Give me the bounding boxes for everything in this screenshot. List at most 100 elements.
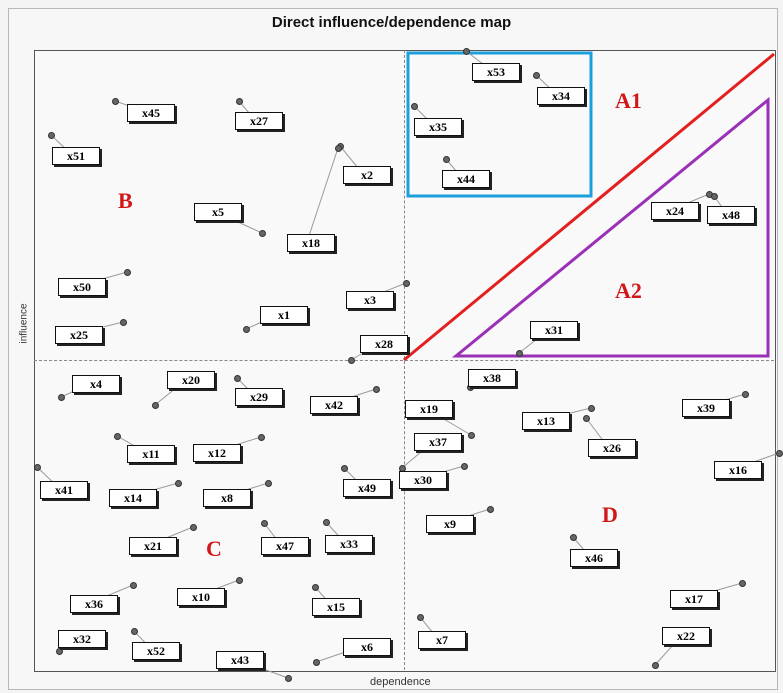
node-label-x37: x37 (414, 433, 462, 451)
node-point-x32 (56, 648, 63, 655)
node-label-x21: x21 (129, 537, 177, 555)
node-label-x26: x26 (588, 439, 636, 457)
node-point-x8 (265, 480, 272, 487)
node-point-x22 (652, 662, 659, 669)
region-label-c: C (206, 536, 222, 561)
node-label-x32: x32 (58, 630, 106, 648)
node-label-x34: x34 (537, 87, 585, 105)
node-label-x6: x6 (343, 638, 391, 656)
node-point-x17 (739, 580, 746, 587)
node-label-x51: x51 (52, 147, 100, 165)
node-label-x47: x47 (261, 537, 309, 555)
node-label-x44: x44 (442, 170, 490, 188)
node-label-x38: x38 (468, 369, 516, 387)
node-label-x48: x48 (707, 206, 755, 224)
node-label-x28: x28 (360, 335, 408, 353)
a1-highlight-box (406, 51, 593, 198)
node-label-x52: x52 (132, 642, 180, 660)
node-label-x18: x18 (287, 234, 335, 252)
node-point-x44 (443, 156, 450, 163)
node-point-x16 (776, 450, 783, 457)
node-point-x28 (348, 357, 355, 364)
node-label-x35: x35 (414, 118, 462, 136)
node-point-x43 (285, 675, 292, 682)
node-label-x43: x43 (216, 651, 264, 669)
node-label-x22: x22 (662, 627, 710, 645)
node-point-x35 (411, 103, 418, 110)
node-point-x5 (259, 230, 266, 237)
region-label-a1: A1 (615, 88, 642, 113)
node-point-x36 (130, 582, 137, 589)
node-point-x33 (323, 519, 330, 526)
node-label-x13: x13 (522, 412, 570, 430)
node-point-x39 (742, 391, 749, 398)
node-label-x3: x3 (346, 291, 394, 309)
region-label-a2: A2 (615, 278, 642, 303)
node-label-x53: x53 (472, 63, 520, 81)
node-point-x31 (516, 350, 523, 357)
node-point-x26 (583, 415, 590, 422)
node-point-x52 (131, 628, 138, 635)
node-label-x2: x2 (343, 166, 391, 184)
node-point-x6 (313, 659, 320, 666)
node-label-x1: x1 (260, 306, 308, 324)
node-point-x53 (463, 48, 470, 55)
node-label-x33: x33 (325, 535, 373, 553)
node-point-x7 (417, 614, 424, 621)
horizontal-divider (34, 360, 774, 361)
node-point-x45 (112, 98, 119, 105)
node-point-x46 (570, 534, 577, 541)
node-point-x20 (152, 402, 159, 409)
node-point-x3 (403, 280, 410, 287)
node-point-x42 (373, 386, 380, 393)
a2-triangle (451, 96, 770, 358)
node-point-x4 (58, 394, 65, 401)
node-point-x49 (341, 465, 348, 472)
a1-diagonal-line (403, 52, 775, 362)
node-label-x7: x7 (418, 631, 466, 649)
node-label-x46: x46 (570, 549, 618, 567)
node-label-x5: x5 (194, 203, 242, 221)
node-label-x19: x19 (405, 400, 453, 418)
node-point-x50 (124, 269, 131, 276)
node-point-x25 (120, 319, 127, 326)
node-point-x9 (487, 506, 494, 513)
node-point-x27 (236, 98, 243, 105)
node-label-x42: x42 (310, 396, 358, 414)
node-point-x51 (48, 132, 55, 139)
node-point-x1 (243, 326, 250, 333)
node-label-x20: x20 (167, 371, 215, 389)
node-label-x30: x30 (399, 471, 447, 489)
node-label-x41: x41 (40, 481, 88, 499)
map-title: Direct influence/dependence map (271, 14, 512, 31)
node-label-x39: x39 (682, 399, 730, 417)
node-point-x34 (533, 72, 540, 79)
node-label-x27: x27 (235, 112, 283, 130)
node-point-x14 (175, 480, 182, 487)
node-label-x31: x31 (530, 321, 578, 339)
node-point-x13 (588, 405, 595, 412)
node-label-x29: x29 (235, 388, 283, 406)
node-connector-x18 (306, 147, 339, 243)
node-point-x48 (711, 193, 718, 200)
node-label-x15: x15 (312, 598, 360, 616)
node-label-x9: x9 (426, 515, 474, 533)
node-label-x11: x11 (127, 445, 175, 463)
node-point-x21 (190, 524, 197, 531)
region-label-b: B (118, 188, 133, 213)
node-label-x24: x24 (651, 202, 699, 220)
node-point-x12 (258, 434, 265, 441)
node-point-x18 (335, 145, 342, 152)
node-label-x50: x50 (58, 278, 106, 296)
x-axis-label: dependence (370, 676, 431, 688)
node-point-x41 (34, 464, 41, 471)
node-point-x47 (261, 520, 268, 527)
node-label-x49: x49 (343, 479, 391, 497)
node-label-x45: x45 (127, 104, 175, 122)
node-label-x36: x36 (70, 595, 118, 613)
node-label-x16: x16 (714, 461, 762, 479)
node-point-x11 (114, 433, 121, 440)
node-point-x15 (312, 584, 319, 591)
